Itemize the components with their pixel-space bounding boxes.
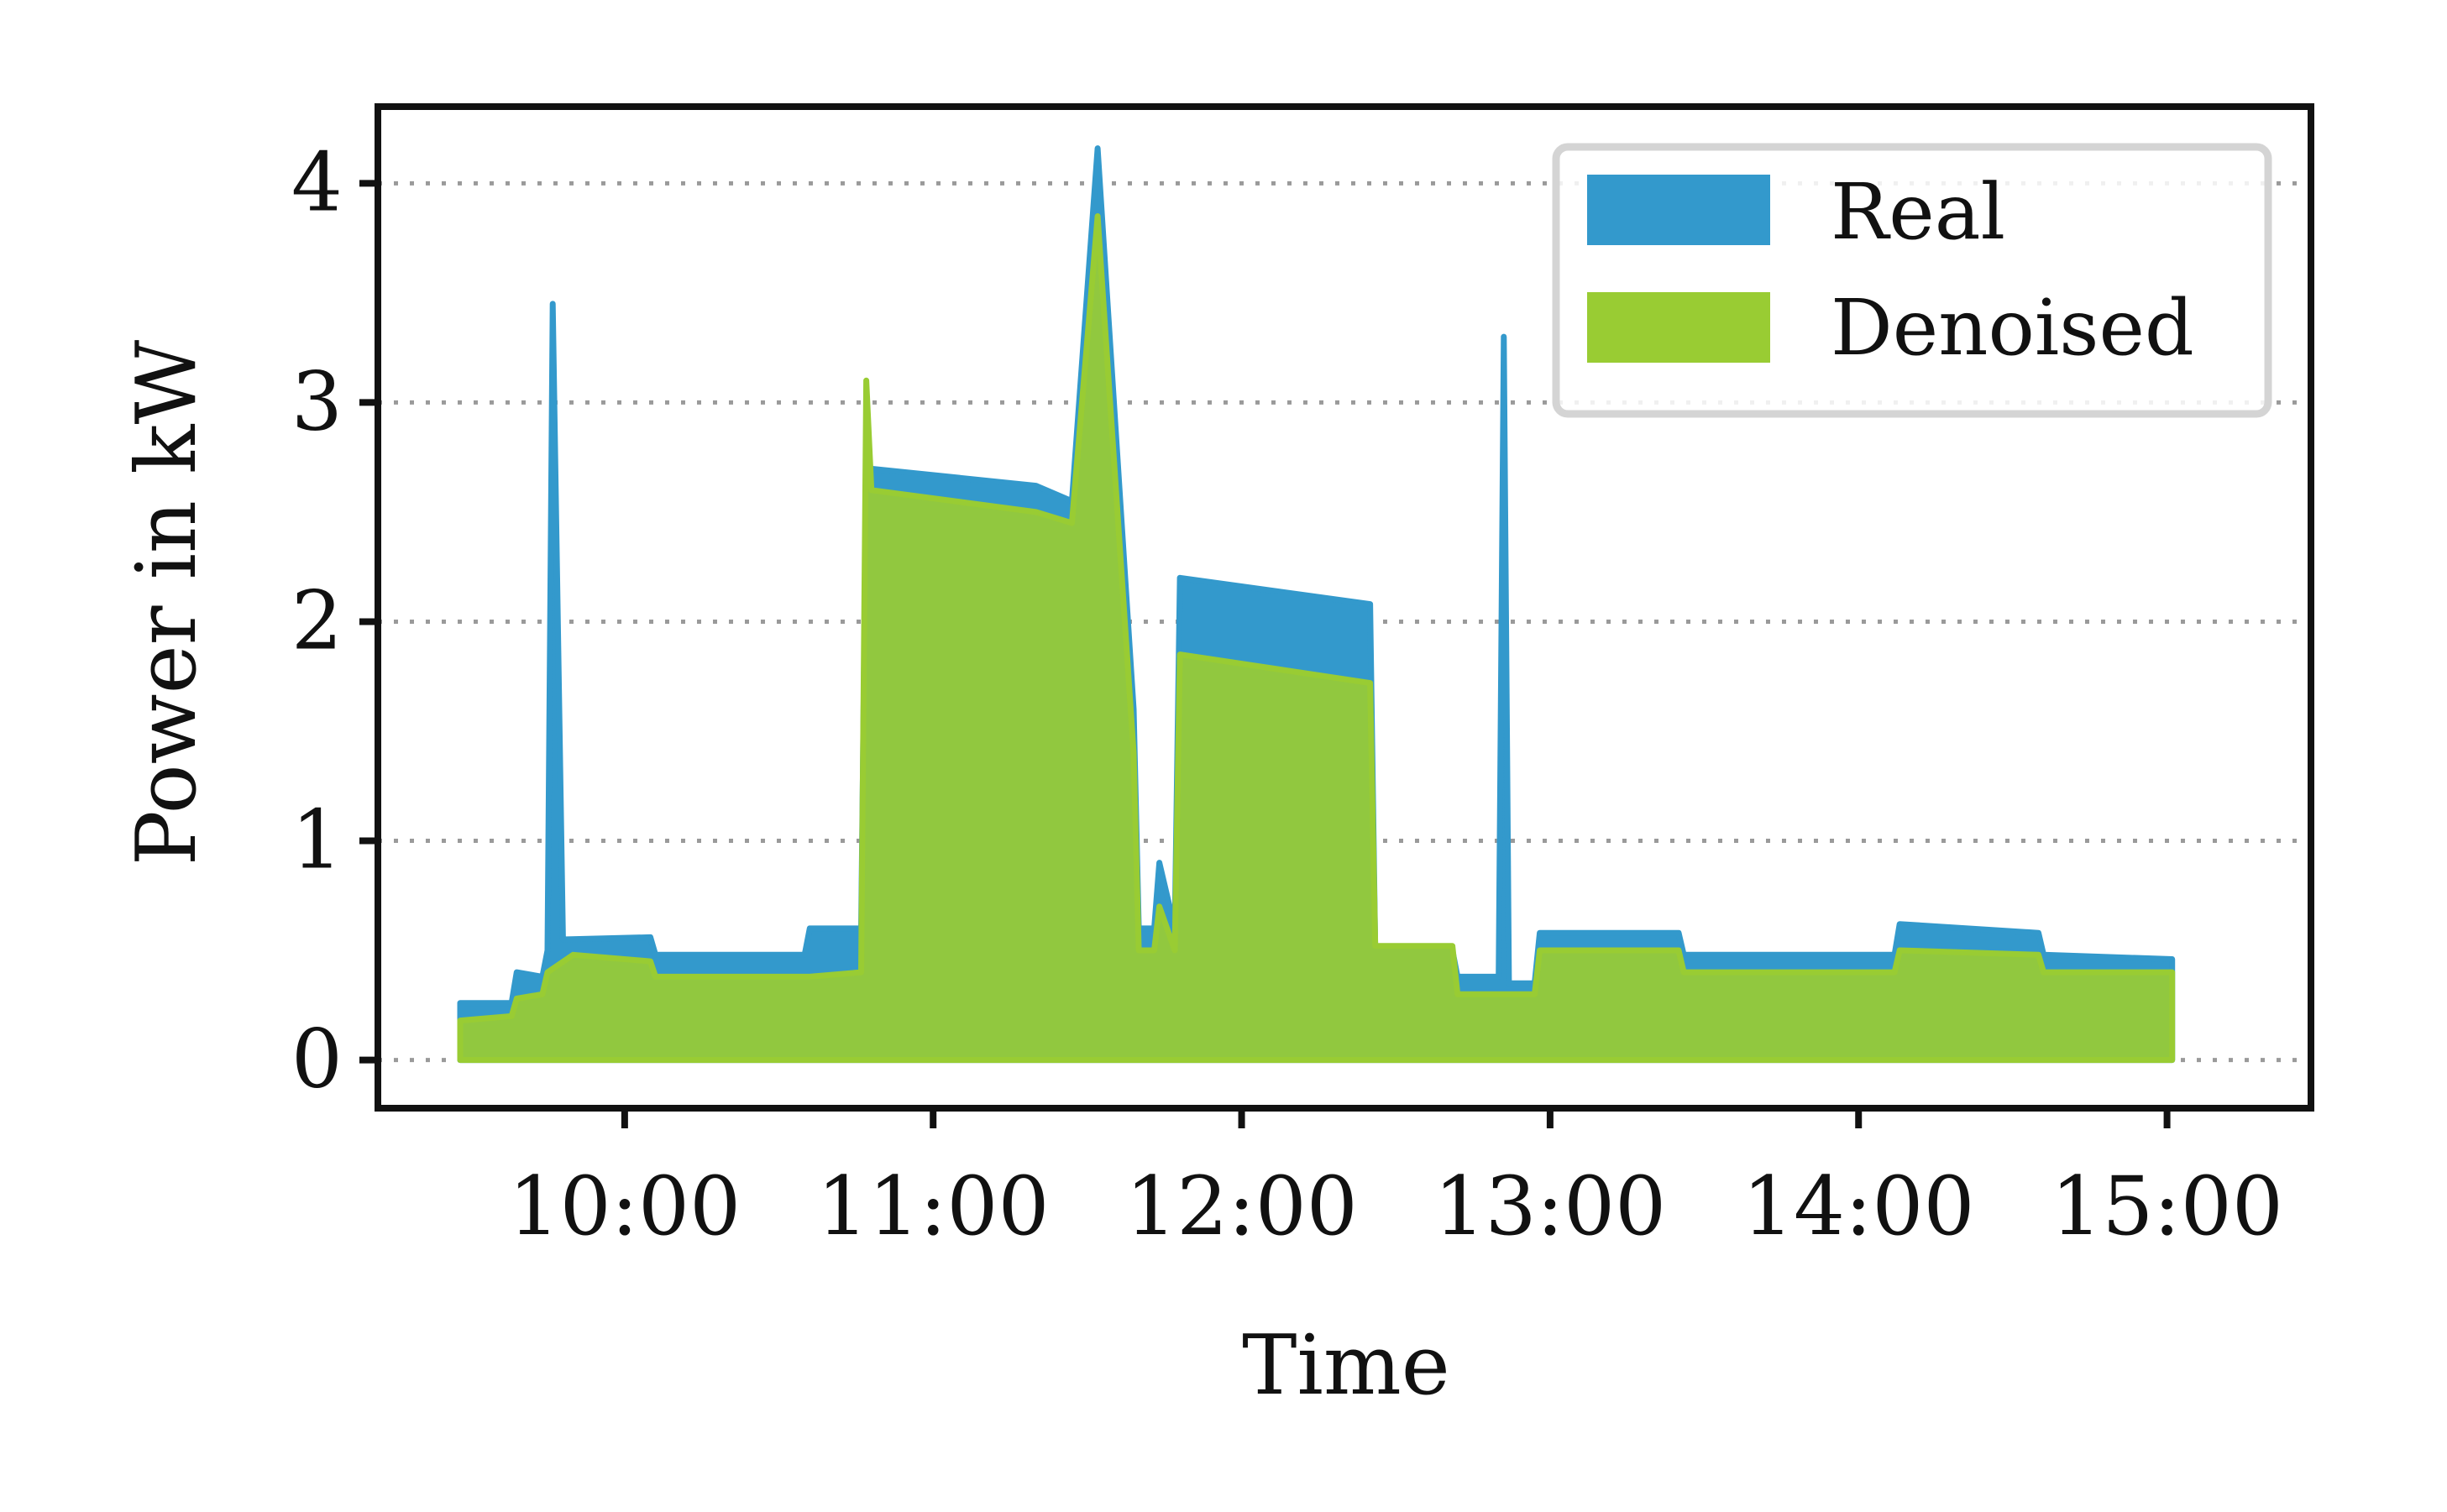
- series-area-denoised: [457, 213, 2176, 1064]
- x-tick-label: 10:00: [509, 1159, 741, 1253]
- legend-swatch-denoised: [1587, 292, 1770, 363]
- plot-frame: [375, 103, 2314, 1112]
- y-tick-label: 4: [291, 135, 343, 229]
- legend-swatch-real: [1587, 175, 1770, 245]
- y-axis-ticks: 0 1 2 3 4: [291, 135, 378, 1107]
- y-tick-label: 2: [291, 573, 343, 667]
- x-tick-label: 13:00: [1434, 1159, 1667, 1253]
- x-axis-ticks: 10:00 11:00 12:00 13:00 14:00 15:00: [509, 1108, 2283, 1253]
- y-tick-label: 3: [291, 354, 343, 448]
- y-tick-label: 1: [291, 793, 343, 887]
- legend-label-real: Real: [1831, 167, 2005, 257]
- x-tick-label: 14:00: [1742, 1159, 1975, 1253]
- x-tick-label: 12:00: [1125, 1159, 1358, 1253]
- y-tick-label: 0: [291, 1012, 343, 1107]
- y-axis-label: Power in kW: [119, 339, 215, 866]
- series-layer: [457, 145, 2176, 1064]
- x-axis-label: Time: [1242, 1318, 1450, 1414]
- legend: Real Denoised: [1552, 143, 2272, 418]
- x-tick-label: 11:00: [817, 1159, 1050, 1253]
- x-tick-label: 15:00: [2051, 1159, 2283, 1253]
- legend-label-denoised: Denoised: [1831, 283, 2194, 373]
